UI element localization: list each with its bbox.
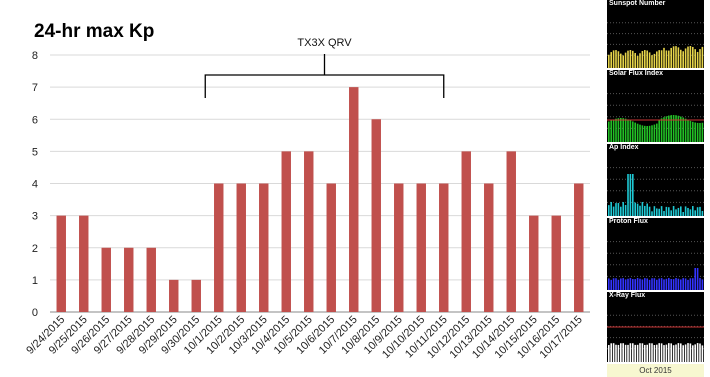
mini-plot: [607, 314, 704, 362]
bar: [506, 151, 516, 312]
bar: [101, 247, 111, 312]
bar: [371, 119, 381, 312]
y-tick-label: 7: [32, 82, 38, 94]
bar: [416, 183, 426, 312]
sunspot-panel: Sunspot Number: [607, 0, 704, 68]
xray-flux-panel: X-Ray Flux: [607, 292, 704, 362]
month-label: Oct 2015: [607, 364, 704, 377]
mini-plot: [607, 93, 704, 142]
x-axis-ticks: 9/24/20159/25/20159/26/20159/27/20159/28…: [24, 314, 585, 361]
panel-label: Ap Index: [609, 144, 639, 151]
solar-flux-panel: Solar Flux Index: [607, 70, 704, 142]
panel-label: Proton Flux: [609, 218, 648, 225]
bar: [326, 183, 336, 312]
bar: [461, 151, 471, 312]
mini-plot: [607, 167, 704, 216]
bar: [169, 279, 179, 312]
bar: [259, 183, 269, 312]
y-tick-label: 3: [32, 211, 38, 223]
bar: [124, 247, 134, 312]
bar: [56, 215, 66, 312]
bar: [551, 215, 561, 312]
bars: [56, 87, 584, 312]
y-axis-ticks: 0 1 2 3 4 5 6 7 8: [32, 50, 38, 319]
bar: [574, 183, 584, 312]
annotation-label: TX3X QRV: [297, 37, 352, 49]
y-tick-label: 1: [32, 275, 38, 287]
y-tick-label: 4: [32, 179, 38, 191]
bar: [281, 151, 291, 312]
y-tick-label: 8: [32, 50, 38, 62]
bar: [529, 215, 539, 312]
panel-label: X-Ray Flux: [609, 292, 646, 299]
bar: [349, 87, 359, 312]
bar: [146, 247, 156, 312]
chart-title: 24-hr max Kp: [34, 21, 154, 42]
bar: [304, 151, 314, 312]
proton-flux-panel: Proton Flux: [607, 218, 704, 290]
y-tick-label: 0: [32, 307, 38, 319]
bar: [394, 183, 404, 312]
y-tick-label: 5: [32, 146, 38, 158]
bar: [214, 183, 224, 312]
bar: [191, 279, 201, 312]
kp-bar-chart: 24-hr max Kp 0 1 2 3 4 5 6 7 8 9/24/20159/25/201…: [24, 21, 590, 361]
bar: [79, 215, 89, 312]
bar: [484, 183, 494, 312]
qrv-annotation: TX3X QRV: [204, 37, 445, 98]
panel-label: Sunspot Number: [609, 0, 666, 7]
mini-plot: [607, 22, 704, 68]
y-tick-label: 6: [32, 114, 38, 126]
mini-plot: [607, 241, 704, 290]
annotation-bracket: [204, 54, 445, 98]
bar: [439, 183, 449, 312]
ap-index-panel: Ap Index: [607, 144, 704, 216]
bar: [236, 183, 246, 312]
y-tick-label: 2: [32, 243, 38, 255]
solar-data-strip: Sunspot Number Solar Flux Index Ap Index…: [597, 0, 710, 377]
gridlines: [50, 54, 590, 313]
panel-label: Solar Flux Index: [609, 70, 664, 77]
